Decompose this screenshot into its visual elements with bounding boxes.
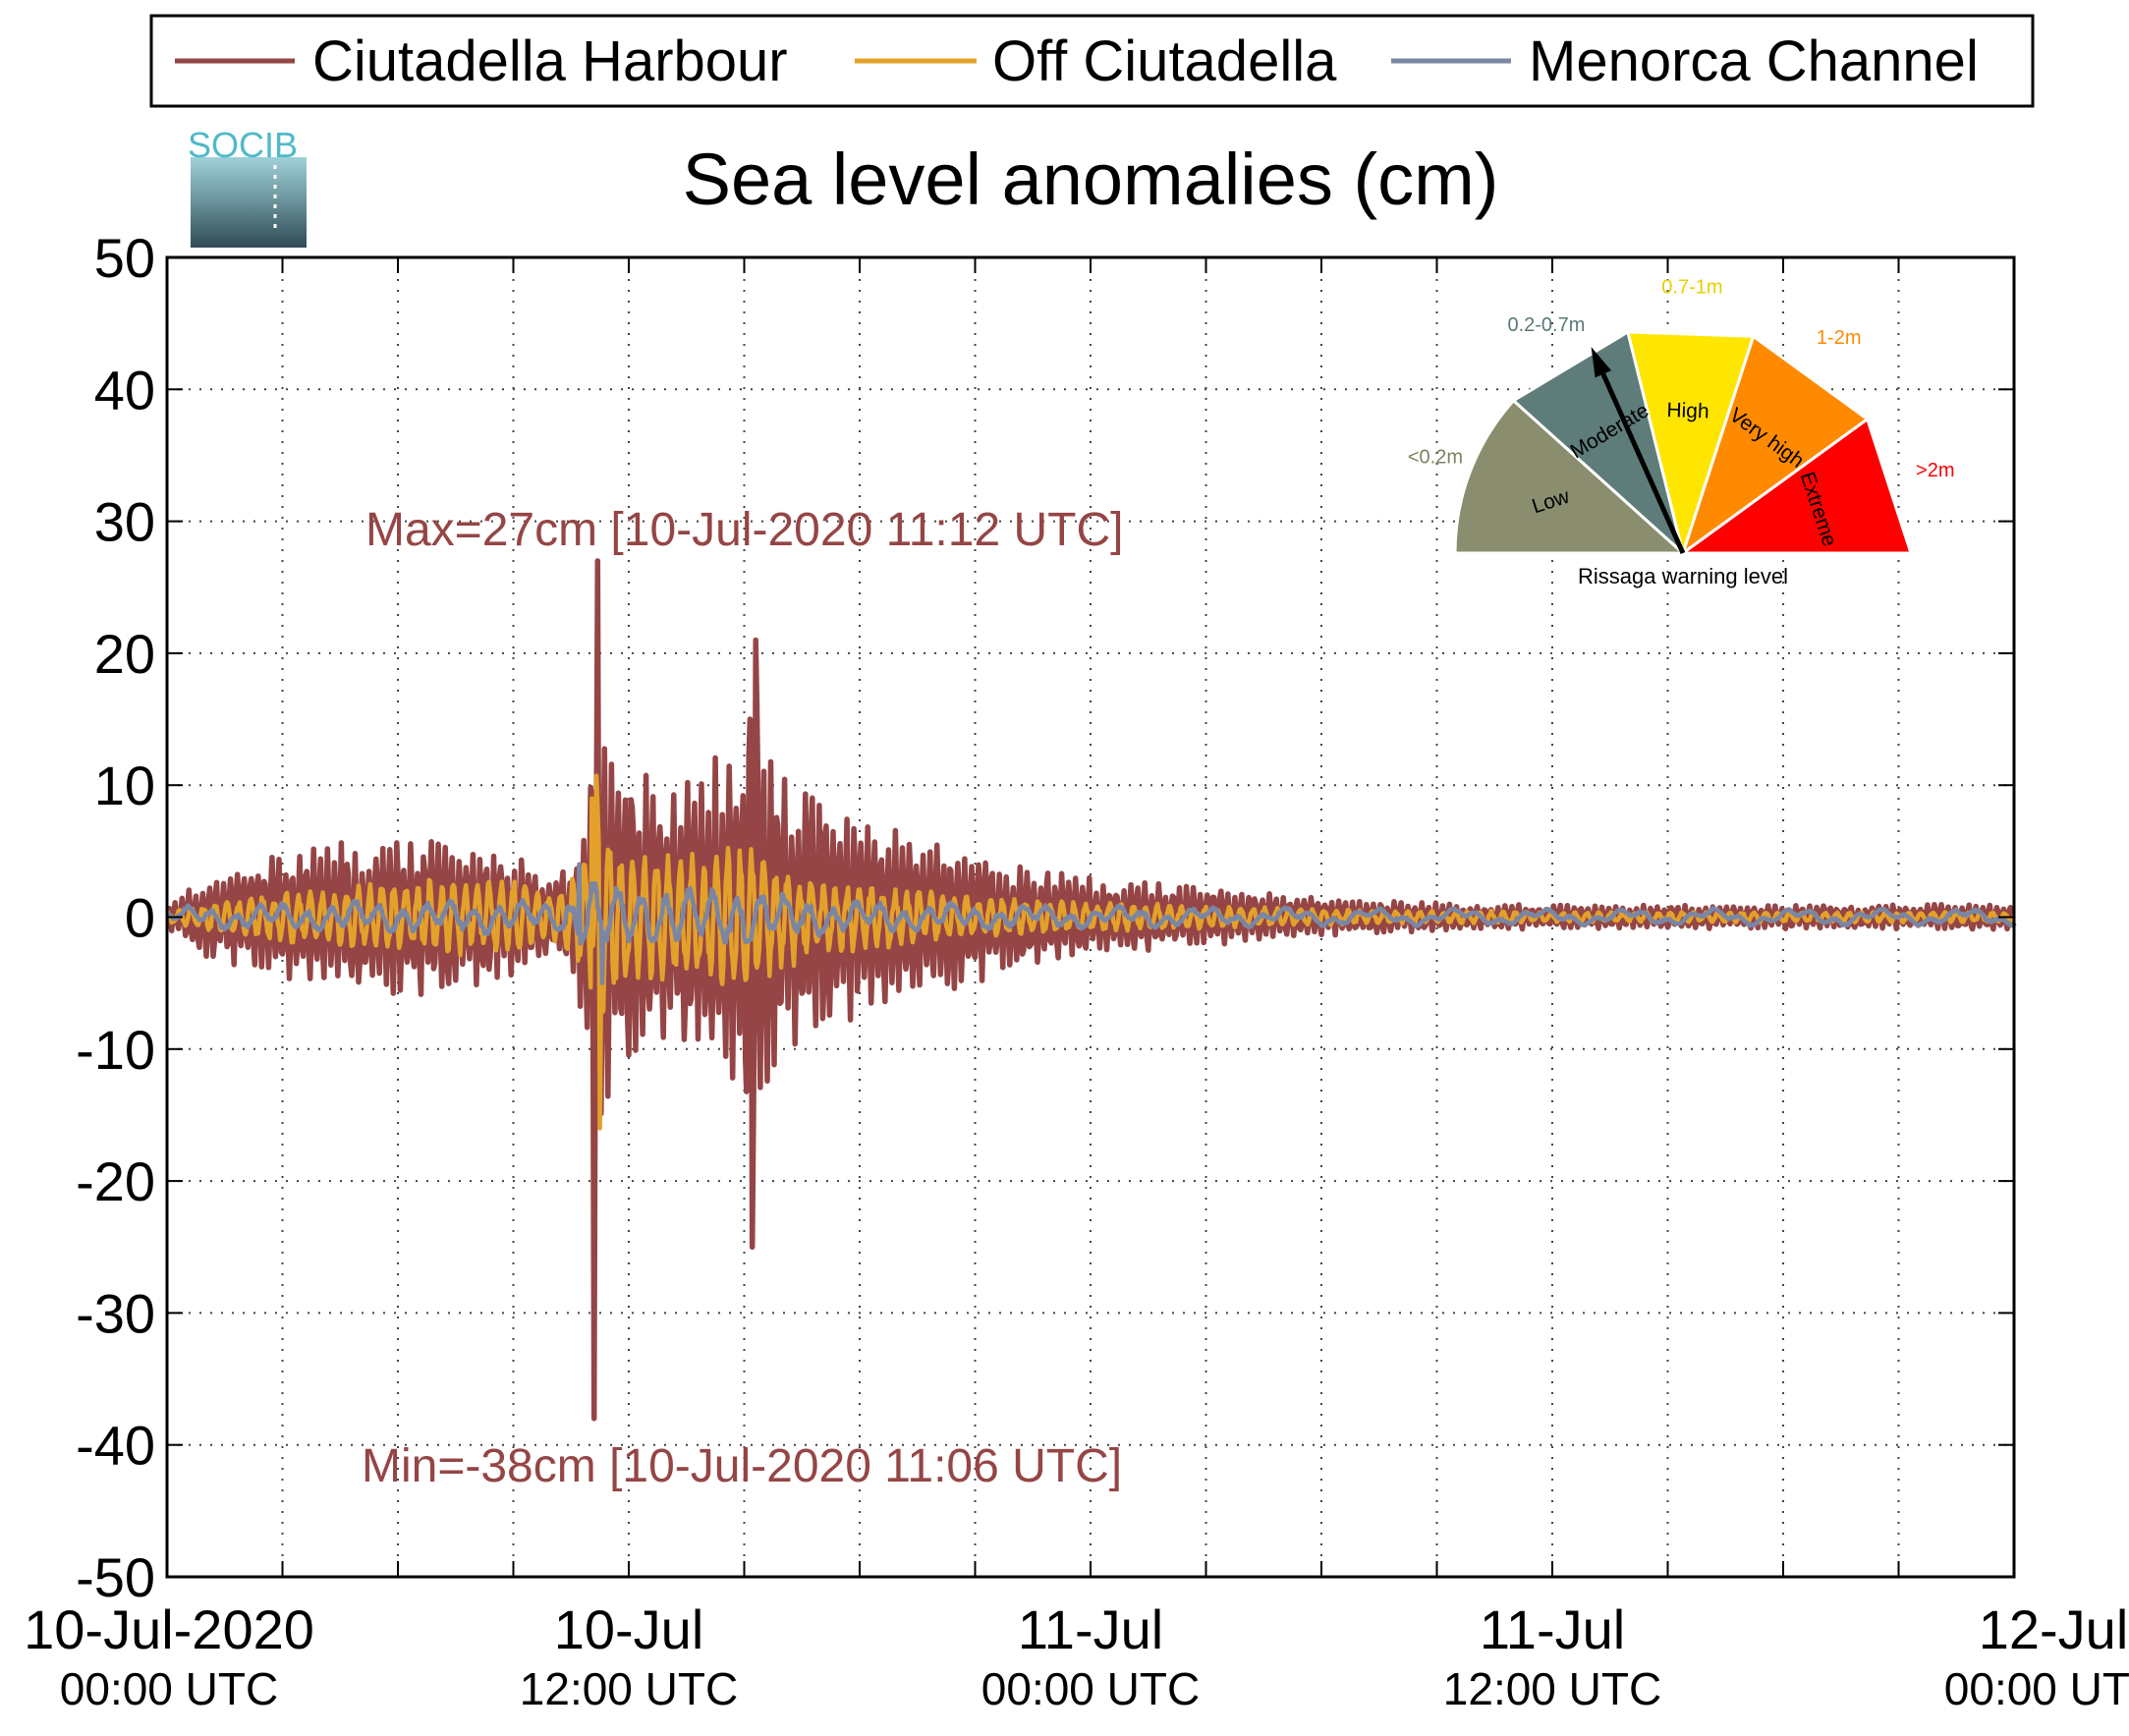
x-tick-label: 12-Jul xyxy=(1979,1598,2129,1660)
y-tick-label: 50 xyxy=(94,227,155,289)
gauge-range-label: >2m xyxy=(1916,460,1954,481)
x-tick-label: 11-Jul xyxy=(1480,1598,1625,1660)
gauge-sector-low xyxy=(1453,398,1687,555)
legend-box xyxy=(149,14,2035,108)
gauge-range-label: 0.2-0.7m xyxy=(1507,314,1585,336)
x-tick-label: 10-Jul xyxy=(554,1598,704,1660)
y-tick-label: -10 xyxy=(76,1019,155,1081)
x-tick-sublabel: 12:00 UTC xyxy=(520,1663,738,1714)
x-tick-sublabel: 00:00 UTC xyxy=(1944,1663,2129,1714)
y-tick-label: 20 xyxy=(94,623,155,685)
y-tick-label: 0 xyxy=(125,887,155,949)
x-tick-sublabel: 00:00 UTC xyxy=(981,1663,1200,1714)
y-tick-label: 30 xyxy=(94,491,155,553)
gauge-range-labels: <0.2m 0.2-0.7m 0.7-1m 1-2m >2m xyxy=(1408,276,1955,480)
legend-label-channel: Menorca Channel xyxy=(1529,29,1979,93)
logo-text: SOCIB xyxy=(188,125,298,165)
min-annotation: Min=-38cm [10-Jul-2020 11:06 UTC] xyxy=(362,1440,1122,1492)
x-tick-sublabel: 12:00 UTC xyxy=(1443,1663,1661,1714)
gauge-category-label: High xyxy=(1666,399,1709,422)
legend: Ciutadella Harbour Off Ciutadella Menorc… xyxy=(149,14,2035,108)
gauge-pointer-arrow xyxy=(1600,372,1686,555)
gauge-title: Rissaga warning level xyxy=(1578,564,1788,588)
y-tick-label: -40 xyxy=(76,1415,155,1477)
gauge-sector-extreme xyxy=(1678,417,1914,555)
y-axis-labels: 50 40 30 20 10 0 -10 -20 -30 -40 -50 xyxy=(76,227,155,1608)
chart-title: Sea level anomalies (cm) xyxy=(683,139,1499,220)
x-tick-sublabel: 00:00 UTC xyxy=(60,1663,278,1714)
y-tick-label: -30 xyxy=(76,1282,155,1344)
y-tick-label: -50 xyxy=(76,1546,155,1608)
legend-label-harbour: Ciutadella Harbour xyxy=(312,29,788,93)
x-tick-label: 10-Jul-2020 xyxy=(24,1598,314,1660)
y-tick-label: -20 xyxy=(76,1150,155,1212)
gauge-pointer-arrowhead xyxy=(1591,347,1612,378)
gauge-range-label: 1-2m xyxy=(1817,327,1862,349)
legend-label-off: Off Ciutadella xyxy=(992,29,1337,93)
y-tick-label: 40 xyxy=(94,359,155,420)
gauge-range-label: 0.7-1m xyxy=(1661,276,1722,298)
series-layer xyxy=(164,558,2017,1422)
x-tick-label: 11-Jul xyxy=(1018,1598,1163,1660)
axis-ticks xyxy=(167,256,2014,1578)
series-line-channel xyxy=(165,862,2016,985)
socib-logo: SOCIB xyxy=(188,125,307,248)
gauge-range-label: <0.2m xyxy=(1408,447,1463,469)
max-annotation: Max=27cm [10-Jul-2020 11:12 UTC] xyxy=(365,504,1123,556)
logo-wave-block xyxy=(191,157,307,248)
y-tick-label: 10 xyxy=(94,755,155,816)
gauge-sectors xyxy=(1453,329,1914,559)
